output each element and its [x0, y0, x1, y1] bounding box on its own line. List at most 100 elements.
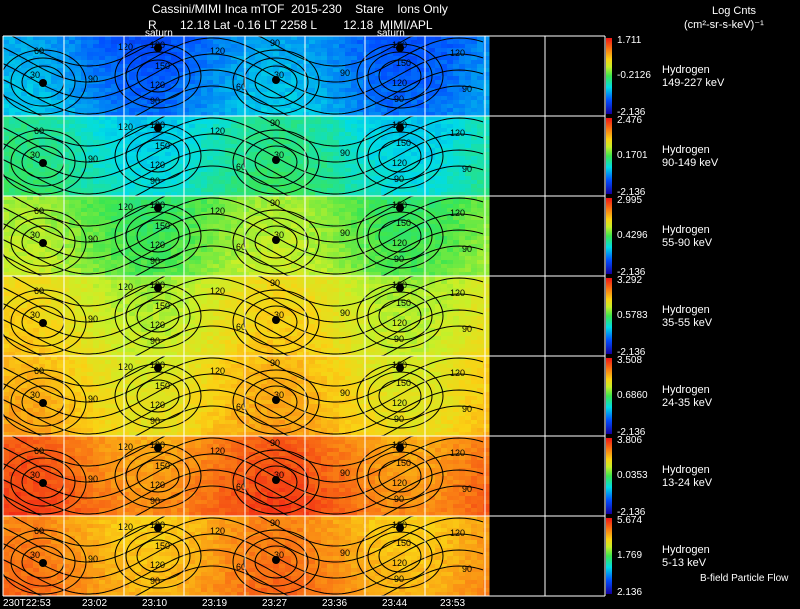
colorbar-mid-label: 0.1701	[617, 150, 648, 161]
flow-direction-dot	[396, 284, 404, 292]
colorbar-6	[606, 438, 612, 514]
colorbar-mid-label: 1.769	[617, 550, 643, 561]
colorbar-4	[606, 278, 612, 354]
flow-direction-dot	[272, 556, 280, 564]
channel-species-label: Hydrogen	[662, 464, 710, 476]
contour-level-label: 120	[210, 526, 225, 536]
flow-direction-dot	[39, 159, 47, 167]
contour-level-label: 120	[150, 80, 165, 90]
contour-level-label: 120	[150, 240, 165, 250]
colorbar-min-label: -2.136	[617, 347, 646, 358]
contour-level-label: 90	[394, 254, 404, 264]
colorbar-min-label: -2.136	[617, 507, 646, 518]
contour-level-label: 150	[396, 378, 411, 388]
contour-level-label: 30	[30, 470, 40, 480]
flow-direction-dot	[154, 524, 162, 532]
contour-level-label: 60	[236, 402, 246, 412]
time-tick-label: 230T22:53	[3, 598, 51, 609]
contour-level-label: 150	[155, 381, 170, 391]
channel-energy-label: 35-55 keV	[662, 317, 713, 329]
contour-level-label: 120	[450, 528, 465, 538]
contour-level-label: 30	[274, 150, 284, 160]
contour-level-label: 30	[30, 230, 40, 240]
contour-level-label: 120	[118, 362, 133, 372]
contour-level-label: 120	[392, 158, 407, 168]
contour-level-label: 180	[392, 200, 407, 210]
contour-level-label: 90	[270, 518, 280, 528]
time-tick-label: 23:44	[382, 598, 408, 609]
panel-grid	[2, 35, 606, 597]
contour-level-label: 90	[462, 404, 472, 414]
contour-level-label: 30	[274, 470, 284, 480]
contour-level-label: 120	[150, 480, 165, 490]
flow-direction-dot	[272, 156, 280, 164]
contour-level-label: 90	[150, 256, 160, 266]
contour-level-label: 90	[340, 308, 350, 318]
contour-level-label: 60	[34, 366, 44, 376]
contour-level-label: 30	[274, 550, 284, 560]
contour-level-label: 90	[150, 96, 160, 106]
contour-level-label: 90	[394, 414, 404, 424]
channel-species-label: Hydrogen	[662, 544, 710, 556]
contour-level-label: 120	[118, 442, 133, 452]
contour-level-label: 150	[155, 141, 170, 151]
contour-level-label: 180	[150, 120, 165, 130]
flow-direction-dot	[396, 204, 404, 212]
contour-level-label: 120	[210, 286, 225, 296]
flow-direction-dot	[396, 524, 404, 532]
contour-level-label: 90	[270, 278, 280, 288]
contour-level-label: 90	[462, 324, 472, 334]
contour-level-label: 150	[396, 138, 411, 148]
contour-level-label: 60	[236, 562, 246, 572]
time-tick-label: 23:53	[440, 598, 466, 609]
time-tick-label: 23:19	[202, 598, 228, 609]
contour-level-label: 180	[392, 360, 407, 370]
channel-species-label: Hydrogen	[662, 224, 710, 236]
contour-level-label: 90	[88, 554, 98, 564]
contour-level-label: 150	[396, 538, 411, 548]
contour-level-label: 120	[392, 318, 407, 328]
units-label-line1: Log Cnts	[712, 5, 757, 17]
saturn-marker-left: saturn	[145, 28, 173, 39]
contour-level-label: 30	[30, 310, 40, 320]
contour-level-label: 90	[150, 416, 160, 426]
contour-level-label: 90	[394, 334, 404, 344]
contour-level-label: 120	[210, 366, 225, 376]
channel-energy-label: 5-13 keV	[662, 557, 707, 569]
contour-level-label: 180	[392, 40, 407, 50]
contour-level-label: 90	[340, 228, 350, 238]
flow-direction-dot	[272, 316, 280, 324]
flow-direction-dot	[154, 444, 162, 452]
flow-direction-dot	[396, 44, 404, 52]
flow-direction-dot	[39, 559, 47, 567]
contour-level-label: 30	[274, 230, 284, 240]
contour-level-label: 180	[150, 520, 165, 530]
contour-level-label: 120	[392, 558, 407, 568]
flow-direction-dot	[272, 76, 280, 84]
contour-level-label: 180	[392, 120, 407, 130]
contour-level-label: 30	[30, 390, 40, 400]
colorbar-max-label: 5.674	[617, 515, 643, 526]
contour-level-label: 120	[392, 78, 407, 88]
contour-level-label: 60	[34, 126, 44, 136]
contour-level-label: 90	[88, 74, 98, 84]
colorbar-7	[606, 518, 612, 594]
contour-level-label: 120	[392, 478, 407, 488]
contour-level-label: 90	[270, 118, 280, 128]
contour-level-label: 90	[270, 38, 280, 48]
colorbar-5	[606, 358, 612, 434]
contour-level-label: 90	[340, 148, 350, 158]
contour-level-label: 60	[236, 162, 246, 172]
contour-level-label: 90	[340, 468, 350, 478]
colorbar-min-label: -2.136	[617, 267, 646, 278]
flow-direction-dot	[272, 476, 280, 484]
saturn-marker-right: saturn	[377, 28, 405, 39]
contour-level-label: 90	[394, 94, 404, 104]
colorbar-max-label: 1.711	[617, 35, 642, 46]
contour-level-label: 120	[210, 446, 225, 456]
contour-level-label: 90	[88, 474, 98, 484]
contour-level-label: 150	[396, 458, 411, 468]
contour-level-label: 120	[118, 282, 133, 292]
time-tick-label: 23:02	[82, 598, 108, 609]
contour-level-label: 120	[450, 128, 465, 138]
